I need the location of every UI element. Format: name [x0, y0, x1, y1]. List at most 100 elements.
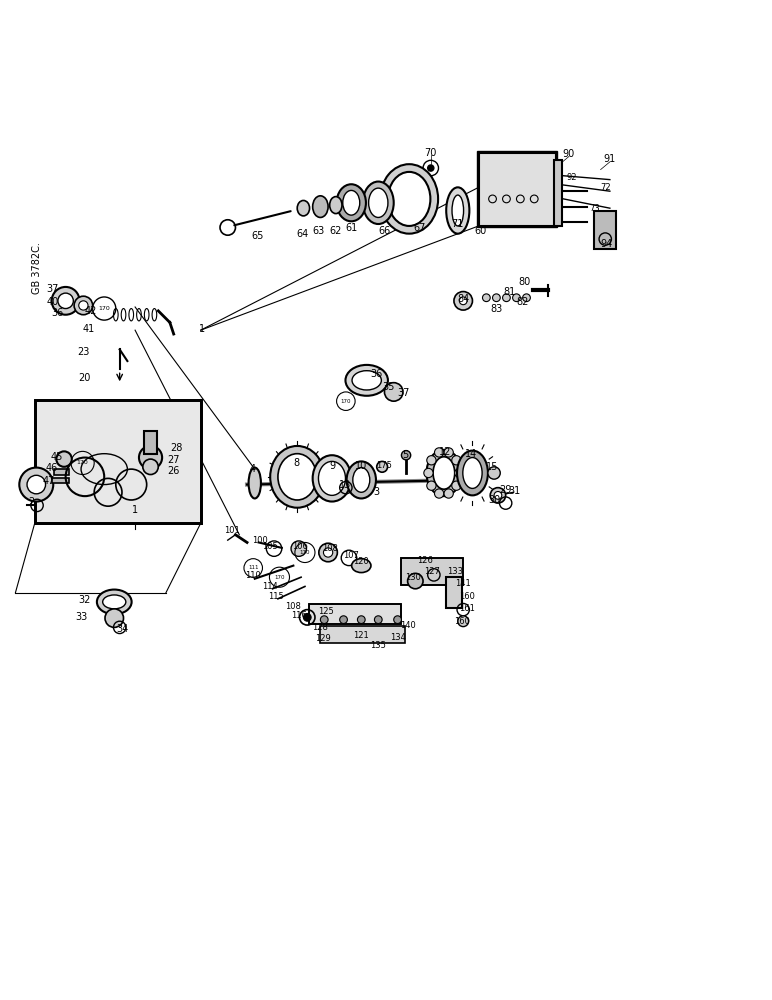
Circle shape — [319, 543, 337, 562]
Text: 33: 33 — [75, 612, 87, 622]
Text: 120: 120 — [354, 557, 369, 566]
Bar — [446, 577, 462, 608]
Circle shape — [455, 468, 464, 478]
Circle shape — [452, 456, 461, 465]
Ellipse shape — [343, 190, 360, 215]
Text: 36: 36 — [370, 369, 382, 379]
Text: 73: 73 — [589, 204, 600, 213]
Text: 170: 170 — [76, 460, 89, 465]
Bar — [401, 558, 463, 585]
Text: 170: 170 — [274, 575, 285, 580]
Ellipse shape — [345, 365, 388, 396]
Text: 108: 108 — [322, 544, 337, 553]
Text: 92: 92 — [566, 173, 577, 182]
Ellipse shape — [352, 559, 371, 573]
Text: 134: 134 — [390, 633, 405, 642]
Text: 4: 4 — [249, 464, 256, 474]
Circle shape — [424, 468, 433, 478]
Text: 66: 66 — [378, 226, 391, 236]
Text: 80: 80 — [519, 277, 531, 287]
Circle shape — [428, 165, 434, 171]
Bar — [401, 558, 463, 585]
Ellipse shape — [446, 187, 469, 234]
Text: 47: 47 — [42, 476, 55, 486]
Text: 34: 34 — [116, 624, 128, 634]
Text: 20: 20 — [79, 373, 91, 383]
Text: 2: 2 — [28, 497, 34, 507]
Text: 81: 81 — [503, 287, 516, 297]
Bar — [144, 431, 157, 454]
Text: 23: 23 — [77, 347, 90, 357]
Text: 108: 108 — [286, 602, 301, 611]
Text: 140: 140 — [400, 621, 415, 630]
Bar — [479, 153, 556, 226]
Bar — [35, 400, 201, 523]
Text: 83: 83 — [490, 304, 503, 314]
Text: 31: 31 — [509, 486, 521, 496]
Text: 10: 10 — [355, 461, 367, 471]
Text: 62: 62 — [330, 226, 342, 236]
Circle shape — [303, 613, 311, 621]
Ellipse shape — [363, 182, 394, 224]
Text: 70: 70 — [425, 148, 437, 158]
Circle shape — [454, 292, 472, 310]
Bar — [35, 400, 201, 523]
Circle shape — [444, 448, 453, 457]
Ellipse shape — [380, 164, 438, 234]
Ellipse shape — [278, 454, 317, 500]
Ellipse shape — [352, 371, 381, 390]
Bar — [309, 604, 401, 624]
Circle shape — [320, 616, 328, 624]
Text: 91: 91 — [604, 154, 616, 164]
Circle shape — [340, 616, 347, 624]
Circle shape — [74, 296, 93, 315]
Circle shape — [459, 297, 467, 305]
Circle shape — [482, 294, 490, 302]
Text: 65: 65 — [251, 231, 263, 241]
Text: 115: 115 — [269, 592, 284, 601]
Circle shape — [357, 616, 365, 624]
Text: 37: 37 — [46, 284, 59, 294]
Text: 141: 141 — [455, 579, 471, 588]
Bar — [52, 478, 69, 483]
Circle shape — [435, 448, 444, 457]
Circle shape — [401, 451, 411, 460]
Circle shape — [105, 609, 124, 627]
Circle shape — [513, 294, 520, 302]
Ellipse shape — [388, 172, 431, 226]
Text: 42: 42 — [85, 306, 97, 316]
Ellipse shape — [313, 196, 328, 217]
Bar — [320, 626, 405, 643]
Text: 82: 82 — [516, 297, 529, 307]
Text: 116: 116 — [291, 611, 306, 620]
Text: 36: 36 — [52, 308, 64, 318]
Ellipse shape — [452, 195, 463, 226]
Text: 170: 170 — [98, 306, 110, 311]
Text: 106: 106 — [292, 542, 307, 551]
Text: 126: 126 — [417, 556, 432, 565]
Circle shape — [523, 294, 530, 302]
Text: 40: 40 — [46, 297, 59, 307]
Circle shape — [494, 492, 502, 499]
Circle shape — [374, 616, 382, 624]
Circle shape — [384, 383, 403, 401]
Circle shape — [19, 468, 53, 502]
Text: 60: 60 — [475, 226, 487, 236]
Circle shape — [493, 294, 500, 302]
Ellipse shape — [330, 197, 342, 214]
Text: 14: 14 — [465, 449, 477, 459]
Text: 175: 175 — [376, 461, 391, 470]
Ellipse shape — [433, 457, 455, 489]
Text: 15: 15 — [486, 462, 499, 472]
Text: 129: 129 — [315, 634, 330, 643]
Text: 1: 1 — [199, 324, 205, 334]
Ellipse shape — [368, 188, 388, 217]
Text: 100: 100 — [252, 536, 268, 545]
Circle shape — [291, 541, 306, 556]
Circle shape — [458, 616, 469, 627]
Text: 28: 28 — [170, 443, 182, 453]
Ellipse shape — [297, 200, 310, 216]
Text: 161: 161 — [459, 604, 475, 613]
Text: 72: 72 — [601, 183, 611, 192]
Text: 107: 107 — [344, 551, 359, 560]
